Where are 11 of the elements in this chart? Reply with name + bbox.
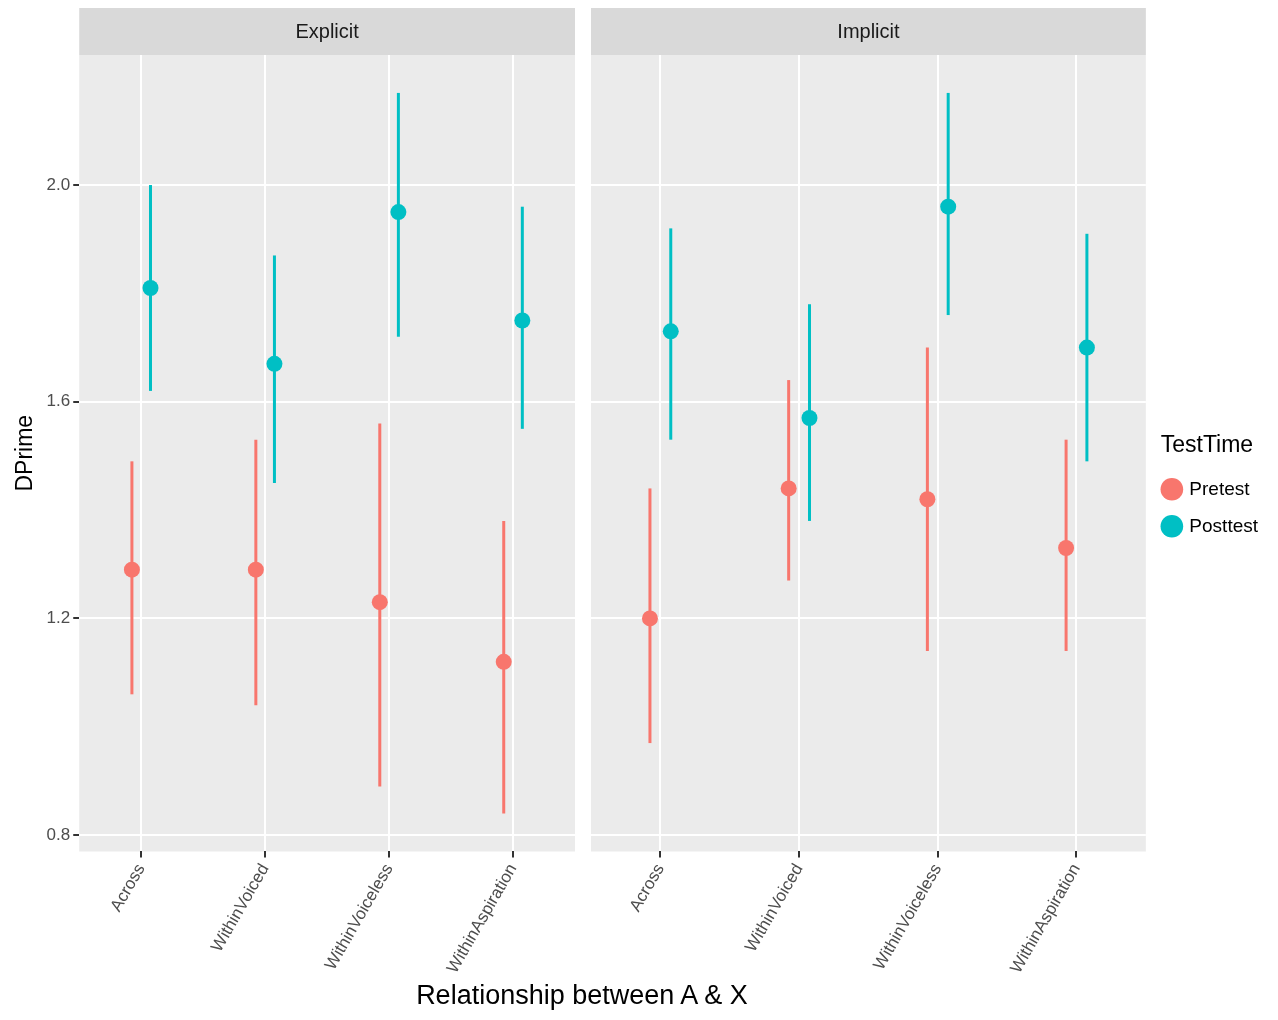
y-tick-label: 2.0: [46, 174, 71, 194]
chart-title: Implicit: [837, 19, 900, 42]
legend-title: TestTime: [1160, 431, 1254, 458]
y-axis-title: DPrime: [11, 414, 38, 492]
legend-label: Posttest: [1189, 514, 1259, 536]
legend-label: Pretest: [1189, 477, 1251, 499]
x-axis-title: Relationship between A & X: [415, 980, 749, 1011]
chart-title: Explicit: [295, 19, 360, 42]
y-tick-label: 0.8: [46, 824, 71, 844]
y-tick-label: 1.2: [46, 608, 71, 628]
y-tick-label: 1.6: [46, 391, 71, 411]
